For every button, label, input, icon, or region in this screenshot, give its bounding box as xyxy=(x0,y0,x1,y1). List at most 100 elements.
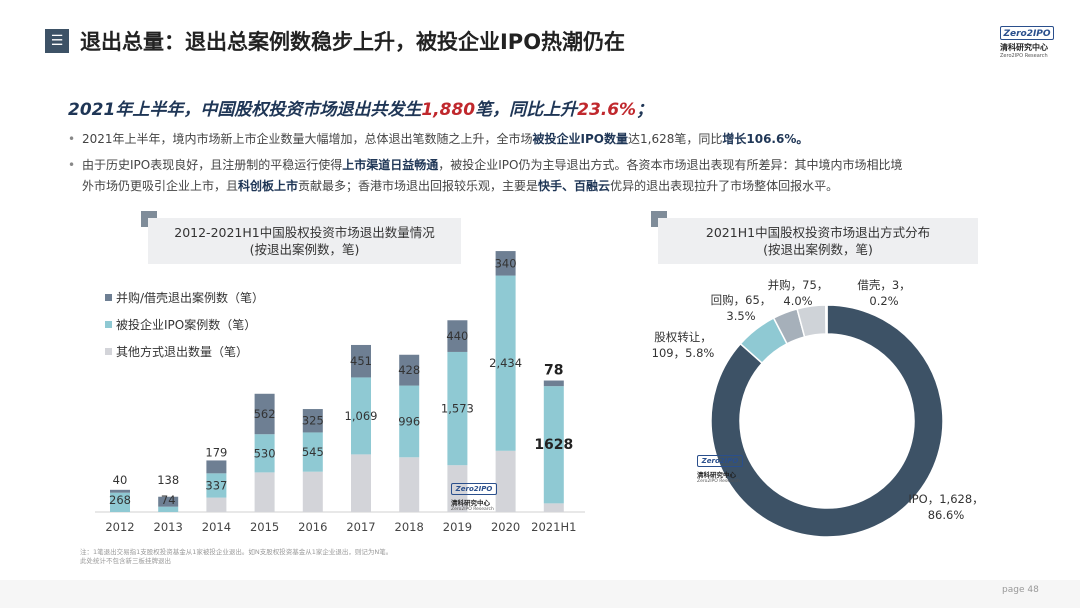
bar-other xyxy=(302,471,323,512)
legend-item-other: 其他方式退出数量（笔） xyxy=(105,343,248,360)
headline: 2021年上半年，中国股权投资市场退出共发生1,880笔，同比上升23.6%； xyxy=(68,95,653,120)
watermark-cn: 清科研究中心 xyxy=(451,499,490,507)
bar-other xyxy=(447,465,468,512)
page-number: page 48 xyxy=(1002,585,1039,595)
x-tick-label: 2019 xyxy=(443,520,472,534)
headline-middle: 笔，同比上升 xyxy=(475,100,578,120)
bottom-band xyxy=(0,580,1080,608)
legend-label: 并购/借壳退出案例数（笔） xyxy=(116,291,265,305)
bar-other xyxy=(206,497,227,512)
header-band xyxy=(0,0,1080,66)
bar-ma xyxy=(254,393,275,435)
watermark-en: Zero2IPO Research xyxy=(451,507,494,512)
page-title: 退出总量：退出总案例数稳步上升，被投企业IPO热潮仍在 xyxy=(80,30,626,54)
bullet-bold: 上市渠道日益畅通 xyxy=(342,158,439,172)
bullet-text-part: 2021年上半年，境内市场新上市企业数量大幅增加，总体退出笔数随之上升，全市场 xyxy=(82,132,533,146)
donut-label-回购: 回购，65， xyxy=(711,293,772,307)
bar-other xyxy=(543,503,564,512)
bar-ma xyxy=(543,380,564,387)
legend-swatch-other xyxy=(105,348,112,355)
left-panel-title-line1: 2012-2021H1中国股权投资市场退出数量情况 xyxy=(174,225,435,240)
donut-label-value: 0.2% xyxy=(869,294,898,308)
data-label-ma: 40 xyxy=(113,473,128,487)
legend-swatch-ma xyxy=(105,294,112,301)
bar-ma xyxy=(158,496,179,507)
x-tick-label: 2014 xyxy=(202,520,231,534)
legend-item-ma: 并购/借壳退出案例数（笔） xyxy=(105,289,264,306)
right-panel-title-line1: 2021H1中国股权投资市场退出方式分布 xyxy=(705,225,931,240)
bullet-text-part: 达1,628笔，同比 xyxy=(628,132,723,146)
data-label-ipo: 530 xyxy=(254,446,276,460)
logo-badge: Zero2IPO xyxy=(1000,26,1054,40)
bar-ipo xyxy=(110,492,130,512)
footnote: 注：1笔退出交易指1支股权投资基金从1家被投企业退出。如N支股权投资基金从1家企… xyxy=(80,548,392,566)
bar-ipo xyxy=(447,351,468,466)
donut-label-value: 109，5.8% xyxy=(652,346,715,360)
zero2ipo-logo: Zero2IPO 清科研究中心 Zero2IPO Research xyxy=(1000,26,1060,62)
bullet-text-part: 外市场仍更吸引企业上市，且 xyxy=(82,179,239,193)
bullet-bold: 增长106.6%。 xyxy=(722,132,809,146)
bar-ma xyxy=(447,320,468,352)
bullet-text-part: 优异的退出表现拉升了市场整体回报水平。 xyxy=(610,179,839,193)
bullet-text: 由于历史IPO表现良好，且注册制的平稳运行使得上市渠道日益畅通，被投企业IPO仍… xyxy=(82,155,902,176)
x-tick-label: 2013 xyxy=(154,520,183,534)
bar-ipo xyxy=(495,275,516,451)
bar-ma xyxy=(206,460,227,474)
data-label-ma: 138 xyxy=(157,473,179,487)
data-label-ipo: 1,069 xyxy=(345,409,378,423)
bar-ma xyxy=(302,409,323,433)
headline-count: 1,880 xyxy=(421,100,476,120)
bar-ipo xyxy=(254,434,275,473)
bullet-dot: • xyxy=(68,132,76,146)
headline-rate: 23.6% xyxy=(577,100,637,120)
x-tick-label: 2021H1 xyxy=(531,520,576,534)
bullet-text-part: 贡献最多；香港市场退出回报较乐观，主要是 xyxy=(298,179,539,193)
bar-other xyxy=(254,472,275,512)
data-label-ma: 440 xyxy=(446,329,468,343)
x-tick-label: 2018 xyxy=(395,520,424,534)
x-tick-label: 2012 xyxy=(105,520,134,534)
bullet-dot: • xyxy=(68,158,76,172)
donut-label-value: 86.6% xyxy=(928,508,965,522)
watermark-badge: Zero2IPO xyxy=(697,455,743,467)
data-label-ma: 78 xyxy=(544,363,563,379)
footnote-line2: 此处统计不包含新三板挂牌退出 xyxy=(80,557,171,565)
headline-suffix: ； xyxy=(636,100,654,120)
bullet-bold: 被投企业IPO数量 xyxy=(532,132,629,146)
data-label-ma: 179 xyxy=(205,445,227,459)
donut-label-借壳: 借壳，3， xyxy=(857,278,910,292)
watermark-badge: Zero2IPO xyxy=(451,483,497,495)
left-panel-title: 2012-2021H1中国股权投资市场退出数量情况 (按退出案例数，笔) xyxy=(148,224,461,258)
data-label-ipo: 74 xyxy=(161,493,176,507)
x-tick-label: 2020 xyxy=(491,520,520,534)
menu-icon[interactable]: ☰ xyxy=(45,29,69,53)
right-panel-header xyxy=(658,218,978,264)
bar-ma xyxy=(351,344,371,378)
legend-label: 其他方式退出数量（笔） xyxy=(116,345,249,359)
footnote-line1: 注：1笔退出交易指1支股权投资基金从1家被投企业退出。如N支股权投资基金从1家企… xyxy=(80,548,393,556)
data-label-ma: 562 xyxy=(254,407,276,421)
bar-ipo xyxy=(206,473,227,498)
bullet-bold: 科创板上市 xyxy=(238,179,299,193)
donut-slice-借壳 xyxy=(825,304,828,335)
data-label-ipo: 268 xyxy=(109,493,131,507)
bullet-text-part: ，被投企业IPO仍为主导退出方式。各资本市场退出表现有所差异：其中境内市场相比境 xyxy=(438,158,903,172)
bar-ipo xyxy=(543,386,564,504)
bullet-text: 2021年上半年，境内市场新上市企业数量大幅增加，总体退出笔数随之上升，全市场被… xyxy=(82,129,808,150)
legend-swatch-ipo xyxy=(105,321,112,328)
data-label-ma: 428 xyxy=(398,363,420,377)
donut-watermark: Zero2IPO 清科研究中心 Zero2IPO Research xyxy=(697,455,743,484)
legend-label: 被投企业IPO案例数（笔） xyxy=(116,318,257,332)
logo-cn: 清科研究中心 xyxy=(1000,43,1048,52)
bar-other xyxy=(495,450,516,512)
donut-label-value: 3.5% xyxy=(726,309,755,323)
bar-ipo xyxy=(302,432,323,472)
bar-other xyxy=(351,454,371,512)
legend-item-ipo: 被投企业IPO案例数（笔） xyxy=(105,316,256,333)
bar-other xyxy=(399,457,420,512)
x-tick-label: 2016 xyxy=(298,520,327,534)
left-panel-header xyxy=(148,218,461,264)
data-label-ipo: 1,573 xyxy=(441,402,474,416)
